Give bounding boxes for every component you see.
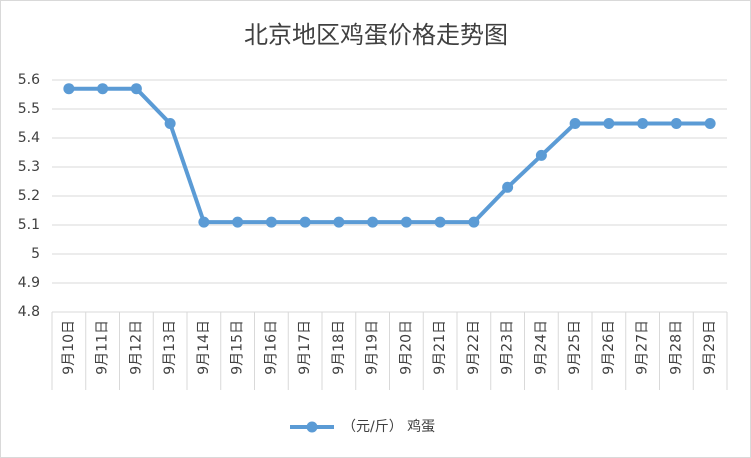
- series-line: [68, 86, 711, 225]
- x-tick-label: 9月18日: [331, 320, 347, 375]
- y-tick-label: 5.5: [18, 101, 40, 117]
- x-tick-label: 9月27日: [635, 320, 651, 375]
- data-point: [63, 83, 75, 95]
- x-tick-label: 9月19日: [365, 320, 381, 375]
- y-tick-label: 5: [31, 246, 40, 262]
- y-tick-label: 5.3: [18, 159, 40, 175]
- x-tick-label: 9月10日: [61, 320, 77, 375]
- y-tick-label: 5.1: [18, 217, 40, 233]
- data-point: [164, 118, 176, 129]
- x-tick-label: 9月26日: [601, 320, 617, 375]
- data-point: [434, 216, 446, 228]
- data-point: [130, 83, 142, 95]
- y-tick-label: 5.6: [18, 72, 40, 88]
- data-point: [97, 83, 109, 95]
- x-tick-label: 9月15日: [230, 320, 246, 375]
- y-tick-label: 4.8: [18, 304, 40, 320]
- x-tick-label: 9月14日: [196, 320, 212, 375]
- x-tick-label: 9月17日: [297, 320, 313, 375]
- legend-marker: [306, 421, 318, 433]
- data-point: [704, 118, 716, 129]
- data-point: [569, 118, 581, 129]
- x-tick-label: 9月13日: [162, 320, 178, 375]
- x-tick-label: 9月22日: [466, 320, 482, 375]
- x-tick-label: 9月29日: [702, 320, 718, 375]
- data-point: [603, 118, 615, 129]
- chart-title: 北京地区鸡蛋价格走势图: [244, 21, 508, 49]
- x-tick-label: 9月12日: [128, 320, 144, 375]
- data-point: [502, 181, 514, 193]
- x-tick-label: 9月23日: [500, 320, 516, 375]
- data-point: [535, 149, 547, 161]
- data-point: [367, 216, 379, 228]
- data-point: [265, 216, 277, 228]
- data-point: [232, 216, 244, 228]
- y-tick-label: 5.2: [18, 188, 40, 204]
- y-tick-label: 4.9: [18, 275, 40, 291]
- data-point: [670, 118, 682, 129]
- x-tick-label: 9月21日: [432, 320, 448, 375]
- x-tick-label: 9月11日: [95, 320, 111, 375]
- data-point: [198, 216, 210, 228]
- x-tick-label: 9月25日: [567, 320, 583, 375]
- data-point: [637, 118, 649, 129]
- x-tick-label: 9月28日: [668, 320, 684, 375]
- data-point: [400, 216, 412, 228]
- y-tick-label: 5.4: [18, 130, 40, 146]
- data-point: [333, 216, 345, 228]
- legend-label: （元/斤） 鸡蛋: [342, 418, 435, 435]
- x-tick-label: 9月20日: [398, 320, 414, 375]
- data-point: [299, 216, 311, 228]
- x-tick-label: 9月24日: [533, 320, 549, 375]
- x-tick-label: 9月16日: [263, 320, 279, 375]
- data-point: [468, 216, 480, 228]
